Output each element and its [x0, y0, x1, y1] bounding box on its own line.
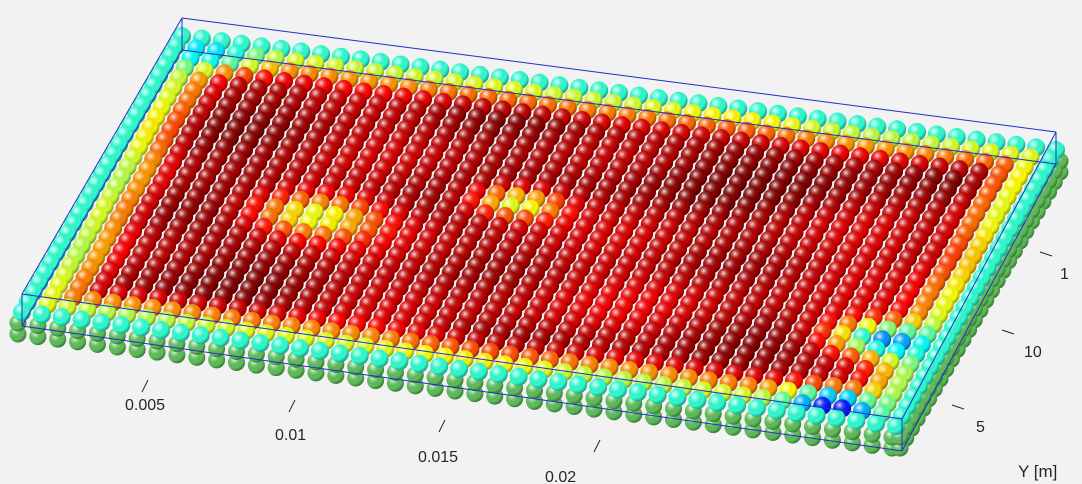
film-sphere: [92, 313, 111, 332]
film-layer: [13, 27, 1065, 435]
film-sphere: [747, 398, 766, 417]
x-tick-mark: [593, 439, 601, 453]
film-sphere: [231, 331, 250, 350]
box-edge: [901, 131, 1057, 420]
film-sphere: [628, 383, 647, 402]
film-sphere: [251, 334, 270, 353]
y-tick-label: 1: [1060, 266, 1069, 283]
y-tick-mark: [1001, 329, 1015, 335]
film-sphere: [52, 308, 71, 327]
film-sphere: [608, 380, 627, 399]
y-axis-label: Y [m]: [1018, 462, 1057, 481]
x-tick-label: 0.02: [545, 469, 576, 484]
y-tick-mark: [951, 404, 965, 410]
box-edge: [21, 293, 903, 420]
film-sphere: [787, 404, 806, 423]
film-sphere: [807, 406, 826, 425]
box-edge: [181, 49, 1057, 165]
film-sphere: [509, 367, 528, 386]
film-sphere: [887, 417, 905, 435]
film-sphere: [867, 414, 886, 433]
film-sphere: [589, 378, 608, 397]
film-sphere: [32, 305, 51, 324]
film-sphere: [171, 323, 190, 342]
x-tick-label: 0.01: [275, 427, 306, 444]
film-sphere: [469, 362, 488, 381]
film-sphere: [152, 321, 171, 340]
film-sphere: [708, 393, 727, 412]
film-sphere: [569, 375, 588, 394]
box-edge: [21, 17, 183, 295]
film-sphere: [410, 354, 429, 373]
box-edge: [901, 163, 1057, 452]
film-sphere: [72, 310, 91, 329]
film-sphere: [450, 360, 468, 378]
x-tick-mark: [288, 399, 296, 413]
film-sphere: [728, 396, 747, 415]
x-tick-label: 0.005: [125, 397, 165, 414]
film-sphere: [310, 341, 329, 360]
x-tick-mark: [438, 419, 446, 433]
film-sphere: [489, 365, 508, 384]
film-sphere: [827, 409, 846, 428]
film-sphere: [390, 352, 409, 371]
film-sphere: [430, 357, 449, 376]
film-sphere: [291, 339, 310, 358]
film-sphere: [191, 326, 210, 345]
y-tick-label: 5: [976, 419, 985, 436]
x-tick-label: 0.015: [418, 449, 458, 466]
box-edge: [181, 17, 1057, 133]
box-edge: [21, 49, 183, 327]
axis-ticks: 0.005 0.01 0.015 0.02 5 10 1: [125, 251, 1069, 484]
film-sphere: [688, 391, 707, 410]
y-tick-mark: [1039, 251, 1053, 257]
film-sphere: [549, 372, 568, 391]
film-sphere: [350, 347, 369, 366]
film-sphere: [767, 401, 786, 420]
film-sphere: [668, 388, 687, 407]
film-sphere: [529, 370, 548, 389]
film-sphere: [330, 344, 349, 363]
film-sphere: [132, 318, 151, 337]
film-sphere: [847, 411, 866, 430]
film-sphere: [271, 336, 290, 355]
film-sphere: [211, 328, 230, 347]
box-edge: [21, 325, 903, 452]
film-sphere: [112, 315, 131, 334]
x-tick-mark: [141, 379, 149, 393]
film-sphere: [648, 385, 667, 404]
film-sphere: [370, 349, 389, 368]
bounding-box: [21, 17, 1057, 452]
y-tick-label: 10: [1024, 344, 1042, 361]
